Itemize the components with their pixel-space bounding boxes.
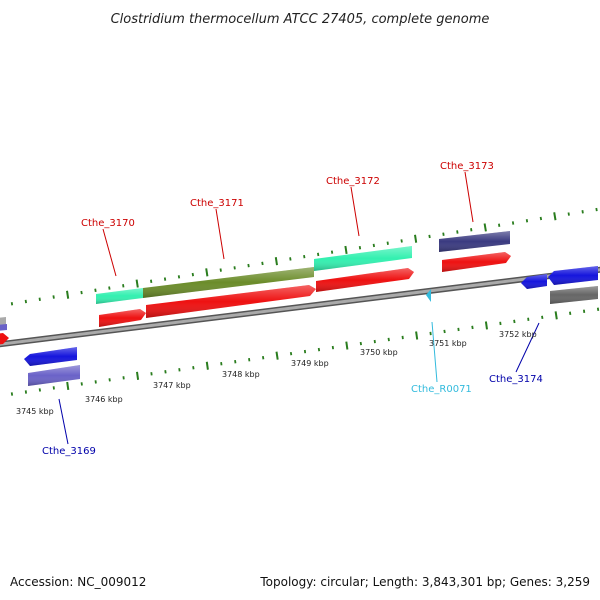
- tick-mark: [40, 388, 41, 391]
- tick-mark: [81, 291, 82, 294]
- gene-arrow-red-3172[interactable]: [316, 268, 414, 292]
- tick-mark: [596, 208, 597, 211]
- tick-mark: [193, 273, 194, 276]
- tick-mark: [248, 264, 249, 267]
- tick-mark: [513, 221, 514, 224]
- tick-mark: [554, 212, 555, 220]
- scale-label: 3750 kbp: [360, 348, 398, 357]
- tick-mark: [137, 280, 138, 288]
- tick-mark: [388, 242, 389, 245]
- tick-mark: [137, 372, 138, 380]
- tick-mark: [514, 320, 515, 323]
- feature-cyan-3172[interactable]: [314, 246, 412, 271]
- tick-mark: [570, 312, 571, 315]
- tick-mark: [165, 370, 166, 373]
- tick-mark: [206, 268, 207, 276]
- scale-label: 3751 kbp: [429, 339, 467, 348]
- scale-label: 3747 kbp: [153, 381, 191, 390]
- tick-mark: [234, 266, 235, 269]
- tick-mark: [221, 269, 222, 272]
- tick-mark: [95, 289, 96, 292]
- tick-mark: [291, 352, 292, 355]
- tick-mark: [109, 378, 110, 381]
- tick-mark: [569, 213, 570, 216]
- tick-mark: [193, 366, 194, 369]
- tick-mark: [527, 219, 528, 222]
- gene-arrow-red-3173[interactable]: [442, 252, 511, 272]
- gene-label-cthe-r0071[interactable]: Cthe_R0071: [411, 384, 472, 395]
- tick-mark: [26, 300, 27, 303]
- feature-navy-3173[interactable]: [439, 231, 510, 252]
- feature-purple-3169[interactable]: [28, 365, 80, 386]
- tick-mark: [123, 284, 124, 287]
- tick-mark: [429, 235, 430, 238]
- accession-text: Accession: NC_009012: [10, 575, 146, 589]
- tick-mark: [67, 382, 68, 390]
- tick-mark: [235, 360, 236, 363]
- tick-mark: [319, 348, 320, 351]
- tick-mark: [53, 295, 54, 298]
- tick-mark: [457, 230, 458, 233]
- gene-label-cthe-3171[interactable]: Cthe_3171: [190, 198, 244, 209]
- tick-mark: [443, 233, 444, 236]
- scale-labels: 3745 kbp 3746 kbp 3747 kbp 3748 kbp 3749…: [16, 330, 537, 416]
- gene-label-cthe-3170[interactable]: Cthe_3170: [81, 218, 135, 229]
- tick-mark: [361, 342, 362, 345]
- tick-mark: [263, 356, 264, 359]
- tick-mark: [485, 224, 486, 232]
- tick-mark: [345, 246, 346, 254]
- scale-label: 3749 kbp: [291, 359, 329, 368]
- genome-info-text: Topology: circular; Length: 3,843,301 bp…: [259, 575, 590, 589]
- tick-mark: [374, 244, 375, 247]
- gene-label-cthe-3173[interactable]: Cthe_3173: [440, 161, 494, 172]
- tick-mark: [389, 338, 390, 341]
- tick-mark: [67, 291, 68, 299]
- feature-cyan-3170[interactable]: [96, 288, 143, 304]
- tick-mark: [207, 362, 208, 370]
- scale-label: 3748 kbp: [222, 370, 260, 379]
- tick-mark: [12, 392, 13, 395]
- tick-mark: [318, 253, 319, 256]
- tick-mark: [109, 287, 110, 290]
- feature-grey-3174[interactable]: [550, 286, 598, 304]
- tick-mark: [12, 302, 13, 305]
- tick-mark: [332, 251, 333, 254]
- tick-mark: [82, 382, 83, 385]
- gene-label-cthe-3174[interactable]: Cthe_3174: [489, 374, 543, 385]
- gene-arrow-blue-3174[interactable]: [548, 266, 598, 285]
- tick-mark: [179, 275, 180, 278]
- gene-arrow-blue-3169[interactable]: [24, 347, 77, 366]
- feature-grey-left-edge[interactable]: [0, 317, 7, 331]
- tick-mark: [499, 224, 500, 227]
- tick-mark: [416, 332, 417, 340]
- gene-label-cthe-3169[interactable]: Cthe_3169: [42, 446, 96, 457]
- tick-mark: [444, 330, 445, 333]
- tick-mark: [541, 217, 542, 220]
- tick-mark: [360, 246, 361, 249]
- tick-mark: [415, 235, 416, 243]
- scale-label: 3746 kbp: [85, 395, 123, 404]
- tick-mark: [556, 311, 557, 319]
- tick-mark: [472, 326, 473, 329]
- tick-mark: [346, 342, 347, 350]
- tick-mark: [598, 308, 599, 311]
- tick-mark: [40, 298, 41, 301]
- tick-mark: [276, 257, 277, 265]
- tick-mark: [471, 228, 472, 231]
- map-title: Clostridium thermocellum ATCC 27405, com…: [111, 12, 490, 27]
- tick-mark: [542, 316, 543, 319]
- tick-mark: [486, 322, 487, 330]
- tick-mark: [262, 262, 263, 265]
- tick-mark: [304, 255, 305, 258]
- scale-label: 3752 kbp: [499, 330, 537, 339]
- tick-mark: [401, 239, 402, 242]
- tick-mark: [582, 210, 583, 213]
- tick-mark: [290, 257, 291, 260]
- tick-mark: [151, 280, 152, 283]
- tick-mark: [277, 352, 278, 360]
- scale-label: 3745 kbp: [16, 407, 54, 416]
- tick-mark: [165, 278, 166, 281]
- gene-label-cthe-3172[interactable]: Cthe_3172: [326, 176, 380, 187]
